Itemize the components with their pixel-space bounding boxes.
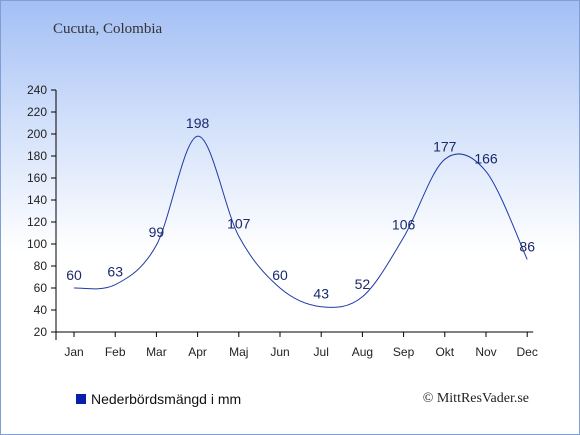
y-tick-label: 240 [27,83,47,97]
x-tick-label: Mar [146,345,167,359]
copyright-text: © MittResVader.se [422,391,529,406]
x-tick-label: Feb [105,345,126,359]
data-label: 198 [186,115,210,131]
y-tick-label: 180 [27,149,47,163]
y-tick-label: 140 [27,193,47,207]
x-tick-label: Dec [517,345,538,359]
data-label: 166 [474,150,498,166]
data-label: 52 [355,276,371,292]
data-label: 106 [392,216,416,232]
data-label: 63 [107,264,123,280]
data-label: 177 [433,138,457,154]
data-label: 60 [66,267,82,283]
y-tick-label: 160 [27,171,47,185]
x-tick-label: Jan [64,345,83,359]
y-tick-label: 60 [34,281,48,295]
y-tick-label: 20 [34,325,48,339]
y-tick-label: 220 [27,105,47,119]
data-label: 107 [227,215,251,231]
x-tick-label: Aug [352,345,373,359]
x-tick-label: Nov [475,345,496,359]
data-label: 86 [519,238,535,254]
x-tick-label: Jun [270,345,289,359]
x-tick-label: Apr [188,345,207,359]
y-tick-label: 100 [27,237,47,251]
y-tick-label: 80 [34,259,48,273]
legend-swatch [76,394,86,404]
data-label: 99 [149,224,165,240]
legend: Nederbördsmängd i mm [76,391,241,407]
legend-label: Nederbördsmängd i mm [91,391,242,407]
x-tick-label: Maj [229,345,248,359]
y-tick-label: 120 [27,215,47,229]
data-label: 60 [272,267,288,283]
y-tick-label: 40 [34,303,48,317]
x-tick-label: Jul [314,345,329,359]
data-label: 43 [313,286,329,302]
series-line [73,135,528,308]
x-tick-label: Okt [435,345,454,359]
y-tick-label: 200 [27,127,47,141]
chart-subtitle: Cucuta, Colombia [53,21,163,37]
x-tick-label: Sep [393,345,415,359]
